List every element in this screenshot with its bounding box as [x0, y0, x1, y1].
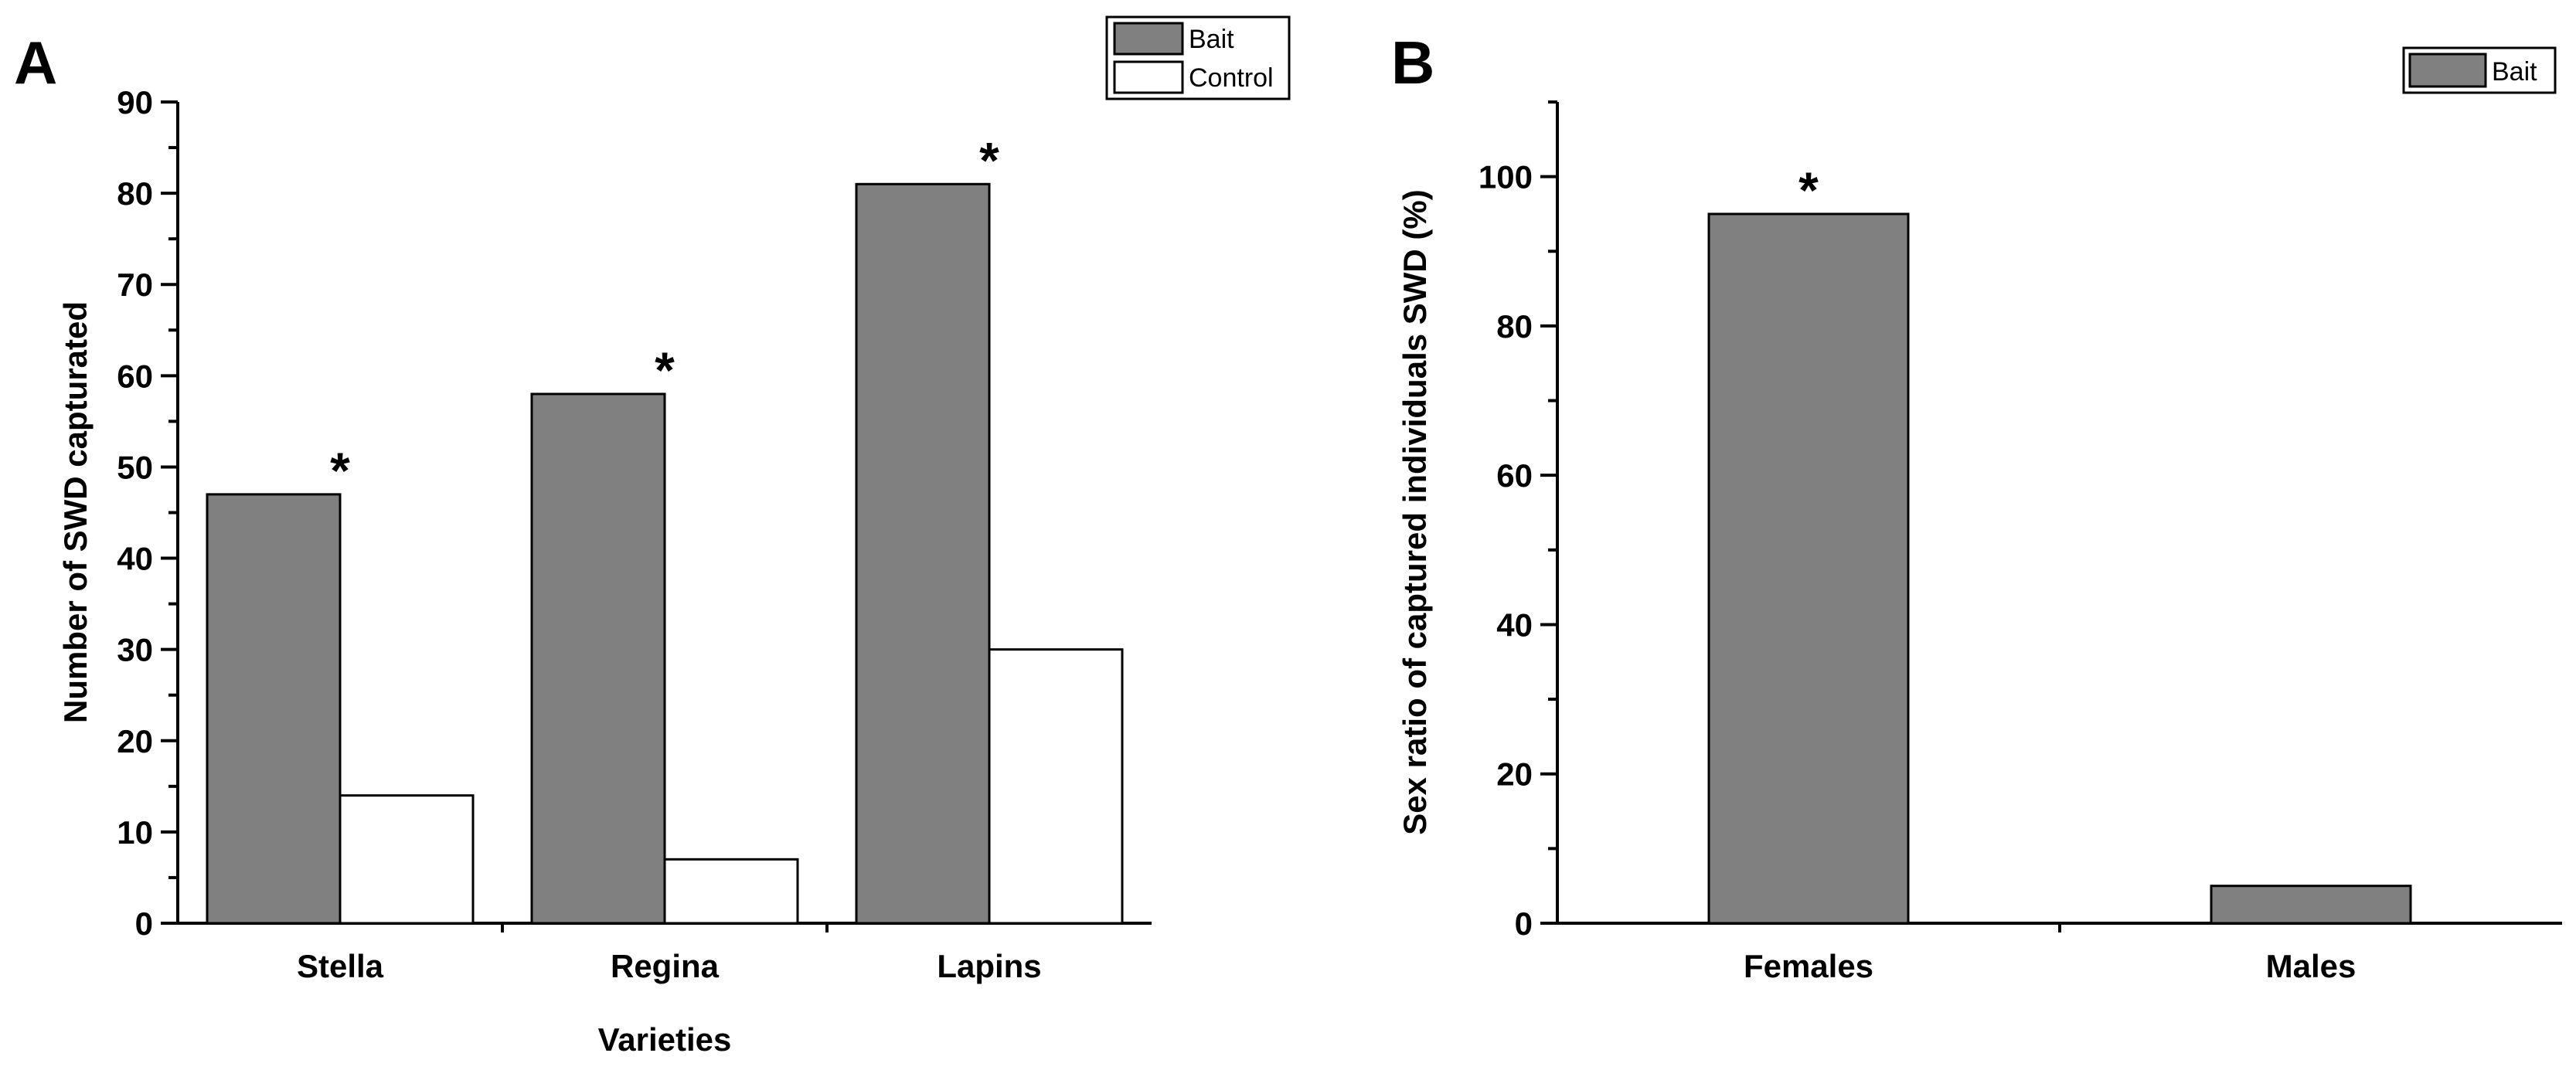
chartA-significance-marker: * — [330, 442, 350, 499]
chartA-ytick-label: 50 — [117, 449, 153, 485]
chartA-ytick-label: 80 — [117, 175, 153, 212]
chartB-bar-bait-males — [2210, 885, 2412, 925]
chartA-ytick-label: 60 — [117, 358, 153, 394]
chartA-bar-bait-regina — [530, 392, 666, 925]
chartA-bar-control-lapins — [988, 648, 1124, 925]
chartA-ytick-label: 30 — [117, 632, 153, 668]
chartB-category-label: Males — [2266, 948, 2357, 984]
chartA-bar-control-regina — [663, 858, 799, 925]
chartA-category-label: Stella — [297, 948, 384, 984]
chart-a-legend-label-bait: Bait — [1189, 25, 1234, 54]
chartB-ytick-label: 80 — [1496, 308, 1533, 345]
chartA-bar-bait-stella — [206, 493, 342, 925]
chartA-ytick-label: 90 — [117, 84, 153, 121]
chartB-bar-bait-females — [1707, 212, 1910, 925]
chart-b-legend-label-bait: Bait — [2492, 57, 2537, 87]
panel-b-label: B — [1391, 29, 1434, 97]
chartB-significance-marker: * — [1798, 161, 1819, 219]
chartA-bar-bait-lapins — [855, 182, 991, 925]
chartA-ytick-label: 20 — [117, 723, 153, 759]
chart-a-xlabel: Varieties — [598, 1021, 732, 1058]
chart-a: 0 10 20 30 40 50 60 70 80 90 * * * Stella Regina Lapi… — [57, 15, 1291, 1058]
chartA-category-label: Lapins — [937, 948, 1041, 984]
chartB-ytick-label: 0 — [1515, 905, 1533, 942]
chart-b-legend: Bait — [2402, 46, 2557, 94]
chartA-significance-marker: * — [979, 131, 999, 189]
chartA-ytick-label: 70 — [117, 267, 153, 303]
chartB-ytick-label: 20 — [1496, 756, 1533, 793]
chartB-ytick-label: 100 — [1479, 159, 1533, 195]
chartA-category-label: Regina — [611, 948, 720, 984]
chartA-ytick-label: 10 — [117, 814, 153, 851]
chart-a-legend: Bait Control — [1105, 15, 1291, 100]
chart-a-legend-swatch-bait — [1113, 22, 1184, 56]
chartA-ytick-label: 0 — [135, 905, 153, 942]
chart-b-ylabel: Sex ratio of captured individuals SWD (%… — [1397, 189, 1433, 834]
chartB-ytick-label: 40 — [1496, 606, 1533, 643]
chart-a-legend-label-control: Control — [1189, 63, 1274, 93]
chartB-category-label: Females — [1744, 948, 1873, 984]
chartA-bar-control-stella — [339, 794, 475, 925]
chart-b-legend-swatch-bait — [2408, 53, 2487, 88]
chartA-ytick-label: 40 — [117, 541, 153, 577]
chartA-significance-marker: * — [655, 341, 675, 399]
panel-a-label: A — [14, 29, 57, 97]
chart-b: 0 20 40 60 80 100 * Females Males Sex ratio of… — [1397, 46, 2562, 984]
chart-a-ylabel: Number of SWD capturated — [57, 301, 94, 723]
chartB-ytick-label: 60 — [1496, 457, 1533, 494]
chart-a-legend-swatch-control — [1113, 60, 1184, 94]
